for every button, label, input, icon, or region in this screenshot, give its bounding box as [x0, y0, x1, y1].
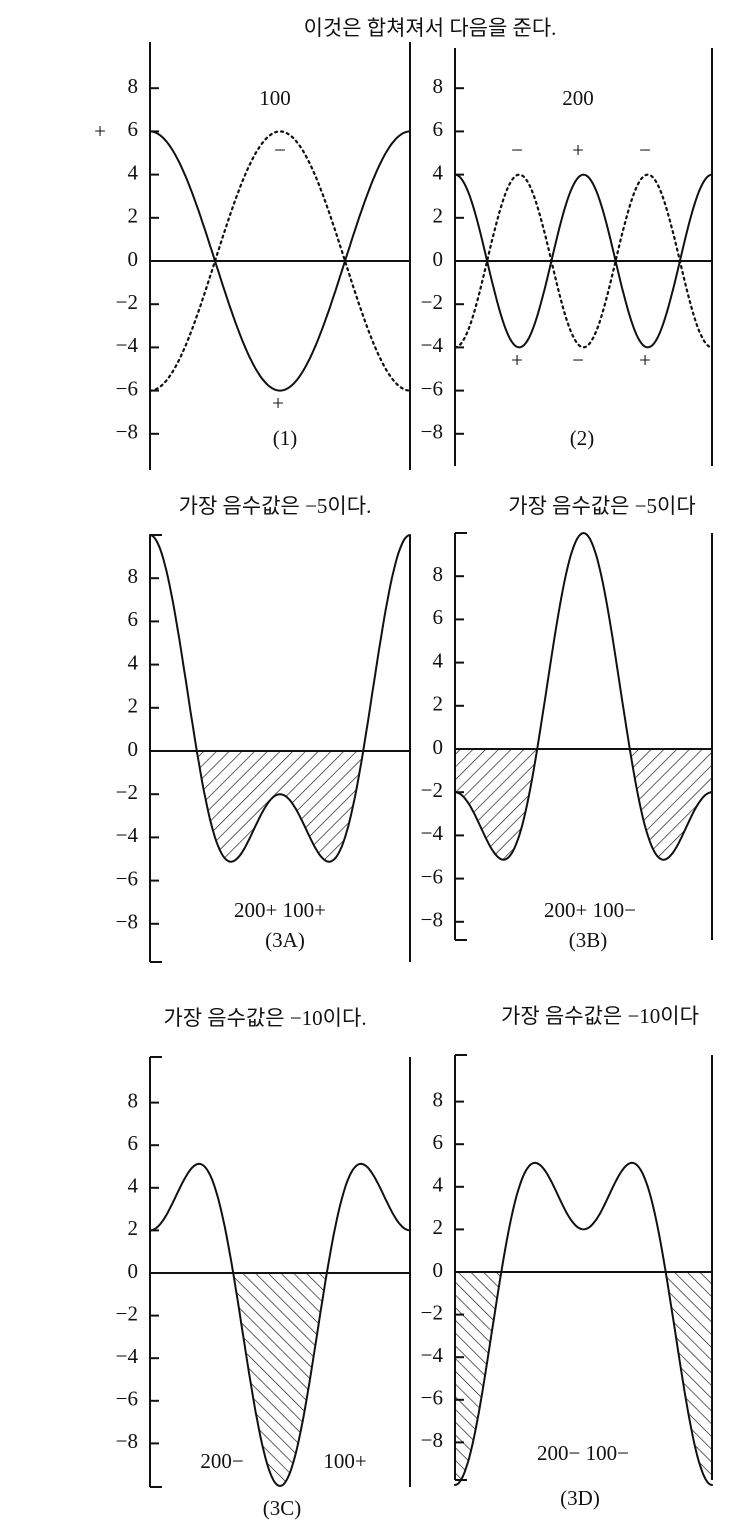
- panel-label: 100: [259, 86, 291, 110]
- y-tick-label: 2: [433, 1215, 444, 1239]
- wave: [149, 534, 411, 863]
- wave: [149, 1162, 411, 1488]
- panel-label: 200+ 100−: [544, 898, 636, 922]
- panel-label: −: [572, 348, 584, 372]
- y-tick-label: 0: [433, 735, 444, 759]
- panel-label: −: [274, 138, 286, 162]
- y-tick-label: 0: [128, 1259, 139, 1283]
- wave: [454, 531, 713, 861]
- panel-label: −: [511, 138, 523, 162]
- y-tick-label: −6: [421, 1386, 443, 1410]
- y-tick-label: 4: [128, 650, 139, 674]
- y-tick-label: −6: [421, 864, 443, 888]
- panel-label: 100+: [323, 1449, 366, 1473]
- dotted-wave: [453, 173, 714, 349]
- panel-label: (2): [570, 426, 595, 450]
- sign-label: +: [94, 119, 106, 143]
- figure-title: 이것은 합쳐져서 다음을 준다.: [304, 16, 557, 40]
- y-tick-label: −4: [421, 821, 444, 845]
- y-tick-label: 6: [128, 607, 139, 631]
- panel-label: +: [639, 348, 651, 372]
- y-tick-label: 0: [128, 737, 139, 761]
- wave: [149, 130, 411, 392]
- y-tick-label: 8: [128, 564, 139, 588]
- panel-label: 200−: [200, 1449, 243, 1473]
- y-tick-label: 4: [128, 1174, 139, 1198]
- y-tick-label: 6: [433, 605, 444, 629]
- y-tick-label: −2: [421, 1300, 443, 1324]
- y-tick-label: −4: [421, 333, 444, 357]
- y-tick-label: −4: [116, 333, 139, 357]
- y-tick-label: 6: [128, 1131, 139, 1155]
- y-tick-label: 4: [433, 1173, 444, 1197]
- panel-label: (1): [273, 426, 298, 450]
- y-tick-label: 6: [433, 117, 444, 141]
- y-tick-label: 2: [128, 694, 139, 718]
- caption: 가장 음수값은 −5이다.: [179, 494, 372, 518]
- y-tick-label: 8: [433, 562, 444, 586]
- y-tick-label: 0: [433, 247, 444, 271]
- y-tick-label: −2: [116, 780, 138, 804]
- y-tick-label: 2: [433, 692, 444, 716]
- y-tick-label: −8: [421, 1428, 443, 1452]
- wave: [454, 173, 713, 349]
- y-tick-label: −4: [116, 1344, 139, 1368]
- caption: 가장 음수값은 −5이다: [508, 494, 695, 518]
- y-tick-label: 8: [128, 74, 139, 98]
- caption: 가장 음수값은 −10이다.: [163, 1006, 366, 1030]
- y-tick-label: 8: [128, 1088, 139, 1112]
- y-tick-label: −6: [116, 866, 138, 890]
- negative-area: [150, 1273, 410, 1486]
- y-tick-label: −6: [116, 376, 138, 400]
- y-tick-label: −2: [116, 290, 138, 314]
- y-tick-label: −6: [421, 376, 443, 400]
- y-tick-label: 0: [433, 1258, 444, 1282]
- y-tick-label: 4: [433, 648, 444, 672]
- panel-label: (3A): [265, 928, 305, 952]
- y-tick-label: −6: [116, 1387, 138, 1411]
- y-tick-label: −2: [116, 1301, 138, 1325]
- y-tick-label: 2: [128, 1216, 139, 1240]
- y-tick-label: −8: [116, 910, 138, 934]
- panel-label: −: [639, 138, 651, 162]
- y-tick-label: 0: [128, 247, 139, 271]
- negative-area: [455, 1272, 712, 1485]
- y-tick-label: 4: [433, 160, 444, 184]
- y-tick-label: 4: [128, 160, 139, 184]
- panel-label: 200: [562, 86, 594, 110]
- y-tick-label: −2: [421, 290, 443, 314]
- panel-label: +: [272, 391, 284, 415]
- panel-label: 200+ 100+: [234, 898, 326, 922]
- y-tick-label: 8: [433, 74, 444, 98]
- y-tick-label: 6: [433, 1130, 444, 1154]
- negative-area: [150, 751, 410, 862]
- y-tick-label: −8: [116, 1429, 138, 1453]
- caption: 가장 음수값은 −10이다: [501, 1004, 699, 1028]
- panel-label: +: [511, 348, 523, 372]
- y-tick-label: −4: [421, 1343, 444, 1367]
- y-tick-label: 8: [433, 1087, 444, 1111]
- panel-label: +: [572, 138, 584, 162]
- panel-label: (3B): [569, 928, 608, 952]
- y-tick-label: 6: [128, 117, 139, 141]
- dotted-wave: [148, 130, 412, 392]
- y-tick-label: −8: [421, 420, 443, 444]
- panel-label: 200− 100−: [537, 1441, 629, 1465]
- wave: [454, 1161, 713, 1486]
- panel-label: (3D): [560, 1486, 600, 1510]
- y-tick-label: −8: [421, 908, 443, 932]
- y-tick-label: −8: [116, 420, 138, 444]
- y-tick-label: 2: [128, 204, 139, 228]
- negative-area: [455, 749, 712, 860]
- y-tick-label: −2: [421, 778, 443, 802]
- y-tick-label: −4: [116, 823, 139, 847]
- y-tick-label: 2: [433, 204, 444, 228]
- panel-label: (3C): [263, 1496, 302, 1520]
